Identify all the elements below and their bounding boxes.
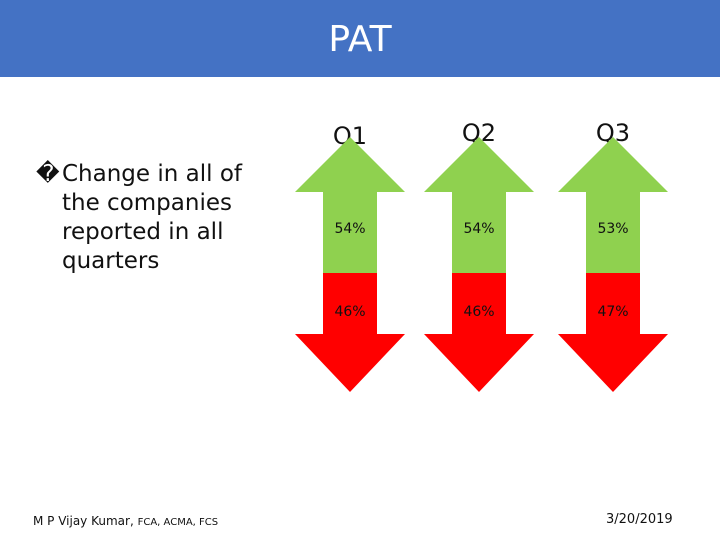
bullet-point: � Change in all of the companies reporte… [36,160,266,276]
up-pct-q3: 53% [597,221,629,237]
down-pct-q2: 46% [463,304,495,320]
title-bar [0,0,720,77]
q2-arrows [424,137,534,392]
bullet-text: Change in all of the companies reported … [62,161,243,274]
q1-arrows [295,137,405,392]
footer-date: 3/20/2019 [606,512,673,527]
up-arrow-q1 [295,137,405,273]
bullet-icon: � [36,161,60,187]
up-pct-q1: 54% [334,221,366,237]
down-arrow-q3 [558,273,668,392]
down-pct-q3: 47% [597,304,629,320]
down-arrow-q2 [424,273,534,392]
footer-author: M P Vijay Kumar, FCA, ACMA, FCS [33,513,218,531]
down-pct-q1: 46% [334,304,366,320]
down-arrow-q1 [295,273,405,392]
q3-arrows [558,137,668,392]
author-credentials: FCA, ACMA, FCS [137,517,219,528]
up-arrow-q2 [424,137,534,273]
author-name: M P Vijay Kumar, [33,514,134,528]
slide-title: PAT [328,19,392,60]
up-pct-q2: 54% [463,221,495,237]
up-arrow-q3 [558,137,668,273]
